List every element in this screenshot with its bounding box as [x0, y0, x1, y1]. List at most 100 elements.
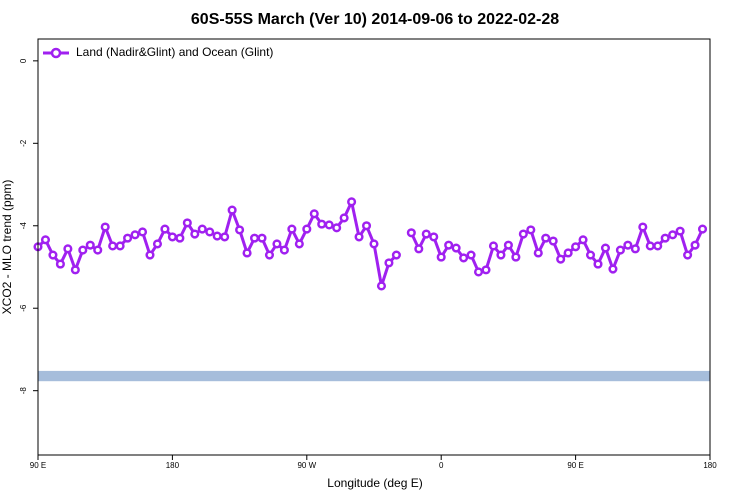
- data-point: [645, 241, 655, 251]
- x-tick-label: 180: [703, 461, 717, 470]
- data-point: [623, 240, 633, 250]
- data-point: [264, 250, 275, 260]
- data-point: [503, 240, 513, 250]
- data-point: [175, 233, 185, 243]
- data-point: [526, 225, 536, 235]
- chart-title: 60S-55S March (Ver 10) 2014-09-06 to 202…: [191, 11, 559, 28]
- data-point: [272, 239, 282, 249]
- data-point: [235, 225, 245, 235]
- data-point: [459, 253, 469, 263]
- x-tick-label: 0: [439, 461, 444, 470]
- data-point: [302, 224, 312, 234]
- data-point: [683, 250, 693, 260]
- data-point: [585, 250, 596, 260]
- x-tick-label: 90 E: [30, 461, 46, 470]
- data-point: [354, 232, 364, 242]
- data-point: [182, 218, 192, 228]
- legend-marker: [50, 47, 62, 59]
- data-point: [675, 226, 685, 236]
- data-point: [332, 223, 342, 233]
- data-point: [137, 227, 148, 237]
- data-point: [496, 250, 506, 260]
- data-point: [563, 248, 573, 258]
- data-point: [488, 241, 499, 251]
- x-tick-label: 90 E: [567, 461, 583, 470]
- data-point: [473, 267, 484, 277]
- data-point: [384, 258, 394, 268]
- data-point: [145, 250, 155, 260]
- data-point: [653, 241, 663, 251]
- data-point: [100, 222, 110, 232]
- data-point: [414, 244, 424, 254]
- data-point: [93, 245, 103, 255]
- reference-band: [38, 370, 710, 382]
- data-point: [197, 224, 207, 234]
- data-point: [287, 224, 297, 234]
- data-point: [190, 229, 200, 239]
- data-point: [40, 235, 51, 245]
- data-point: [608, 264, 618, 274]
- data-point: [406, 228, 416, 238]
- data-point: [160, 224, 170, 234]
- data-point: [578, 235, 588, 245]
- data-point: [257, 233, 267, 243]
- data-point: [615, 245, 625, 255]
- data-point: [660, 233, 670, 243]
- data-point: [690, 240, 700, 250]
- data-point: [548, 236, 558, 246]
- data-point: [227, 205, 237, 215]
- data-point: [205, 227, 215, 237]
- data-point: [279, 245, 289, 255]
- data-point: [668, 230, 678, 240]
- data-point: [511, 252, 521, 262]
- y-tick-label: -6: [19, 304, 28, 312]
- data-point: [324, 220, 334, 230]
- data-point: [541, 233, 551, 243]
- data-point: [429, 232, 439, 242]
- data-point: [115, 241, 125, 251]
- data-point: [361, 221, 372, 231]
- data-point: [533, 248, 543, 258]
- x-axis-label: Longitude (deg E): [327, 476, 422, 490]
- plot-frame: [37, 38, 711, 456]
- data-point: [444, 240, 454, 250]
- data-point: [167, 232, 177, 242]
- data-point: [347, 197, 357, 207]
- data-point: [309, 209, 319, 219]
- data-point: [220, 232, 230, 242]
- data-point: [70, 265, 80, 275]
- data-point: [451, 243, 461, 253]
- data-point: [571, 242, 581, 252]
- data-point: [376, 281, 387, 291]
- data-point: [593, 259, 603, 269]
- data-point: [630, 244, 640, 254]
- data-point: [466, 250, 476, 260]
- data-point: [78, 245, 88, 255]
- data-point: [152, 239, 163, 249]
- data-point: [63, 244, 73, 254]
- x-tick-label: 180: [166, 461, 180, 470]
- data-point: [249, 233, 260, 243]
- x-tick-label: 90 W: [297, 461, 316, 470]
- y-tick-label: 0: [19, 58, 28, 63]
- y-tick-label: -4: [19, 222, 28, 230]
- data-point: [212, 231, 222, 241]
- data-point: [294, 239, 304, 249]
- data-point: [123, 233, 133, 243]
- data-point: [55, 259, 65, 269]
- data-point: [317, 219, 327, 229]
- data-point: [697, 224, 708, 234]
- data-point: [556, 254, 566, 264]
- data-point: [638, 222, 648, 232]
- data-point: [242, 248, 252, 258]
- y-tick-label: -8: [19, 387, 28, 395]
- data-point: [130, 230, 140, 240]
- data-point: [518, 229, 528, 239]
- legend-label: Land (Nadir&Glint) and Ocean (Glint): [76, 45, 273, 59]
- data-point: [391, 250, 401, 260]
- data-point: [481, 265, 491, 275]
- data-point: [421, 229, 431, 239]
- y-axis-label: XCO2 - MLO trend (ppm): [0, 180, 14, 315]
